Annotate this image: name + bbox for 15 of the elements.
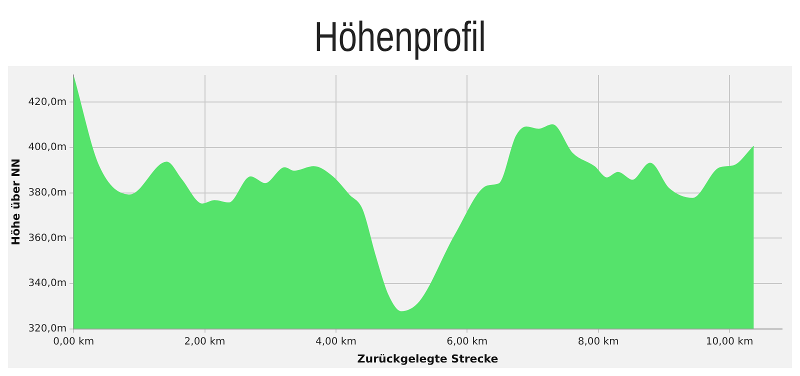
y-axis-title: Höhe über NN bbox=[9, 158, 22, 246]
y-tick-label: 420,0m bbox=[28, 96, 67, 108]
y-tick-label: 360,0m bbox=[28, 232, 67, 244]
x-tick-label: 0,00 km bbox=[53, 336, 94, 348]
y-tick-label: 340,0m bbox=[28, 278, 67, 290]
x-tick-label: 4,00 km bbox=[315, 336, 356, 348]
x-tick-label: 6,00 km bbox=[446, 336, 488, 348]
x-tick-label: 10,00 km bbox=[706, 336, 754, 348]
y-tick-label: 400,0m bbox=[28, 142, 67, 154]
y-tick-label: 320,0m bbox=[28, 323, 67, 334]
x-tick-label: 2,00 km bbox=[184, 336, 226, 348]
y-tick-label: 380,0m bbox=[28, 187, 67, 198]
chart-title: Höhenprofil bbox=[313, 12, 487, 62]
x-tick-label: 8,00 km bbox=[578, 336, 619, 348]
x-axis-title: Zurückgelegte Strecke bbox=[357, 352, 498, 366]
